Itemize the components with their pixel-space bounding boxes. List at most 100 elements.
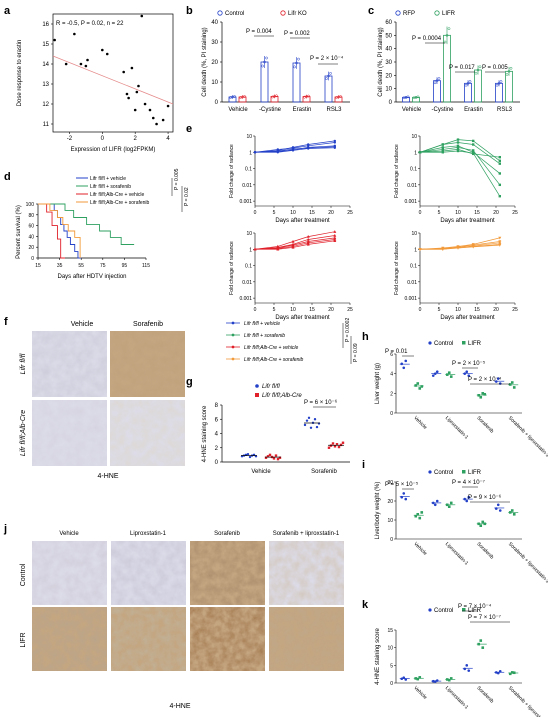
panel-d-ytick-label: 60 bbox=[28, 224, 34, 230]
panel-d-curves bbox=[38, 203, 135, 259]
panel-h-legend-lifr: LIFR bbox=[468, 341, 482, 347]
panel-b-bars bbox=[228, 56, 343, 103]
panel-h-point bbox=[483, 393, 487, 396]
panel-g-scatter: Lifr fl/fl Lifr fl/fl;Alb-Cre 0 2 4 6 8 Vehi… bbox=[202, 384, 350, 475]
panel-c-bar-lifr-2 bbox=[474, 69, 482, 103]
panel-b-pval-3: P = 2 × 10⁻⁴ bbox=[310, 55, 344, 62]
panel-e-legend: Lifr fl/fl + vehicle Lifr fl/fl + sorafen… bbox=[226, 321, 304, 363]
panel-k-point bbox=[418, 676, 422, 679]
panel-i-legend-lifr: LIFR bbox=[468, 470, 482, 476]
panel-k-point bbox=[481, 646, 485, 649]
panel-e-ytick-label: 0.01 bbox=[407, 183, 417, 189]
panel-a-point-3 bbox=[79, 62, 83, 66]
panel-c-replicate-point bbox=[478, 65, 482, 69]
panel-f-caption: 4-HNE bbox=[97, 473, 118, 480]
panel-d-survival: Lifr fl/fl + vehicle Lifr fl/fl + sorafen… bbox=[16, 168, 190, 280]
panel-d-y-ticks: 0 20 40 60 80 100 bbox=[26, 202, 38, 262]
panel-e-x-label: Days after treatment bbox=[275, 315, 330, 321]
panel-c-bars bbox=[402, 26, 513, 103]
panel-e-xtick-label: 20 bbox=[493, 307, 499, 313]
panel-b-category-2: Erastin bbox=[293, 107, 312, 113]
panel-i-point bbox=[420, 511, 424, 514]
panel-c-ytick-label: 30 bbox=[385, 60, 392, 66]
panel-j-col-0: Vehicle bbox=[59, 531, 79, 537]
panel-a-point-0 bbox=[53, 38, 56, 42]
panel-h-point bbox=[496, 377, 500, 380]
panel-j-img-texture bbox=[190, 607, 265, 671]
panel-a-point-21 bbox=[166, 104, 170, 108]
panel-label-k: k bbox=[362, 599, 369, 611]
panel-k-ytick-label: 5 bbox=[390, 663, 393, 669]
panel-a-point-2 bbox=[73, 32, 76, 36]
panel-g-legend-marker-2 bbox=[255, 393, 259, 397]
panel-a-xtick-label: 0 bbox=[101, 136, 105, 142]
panel-i-point bbox=[467, 495, 471, 499]
panel-c-category-2: Erastin bbox=[464, 107, 483, 113]
panel-b-bar-chart: Control Lifr KO 0 10 20 30 40 Vehicle -Cystin… bbox=[202, 10, 350, 113]
panel-label-j: j bbox=[3, 523, 7, 535]
panel-j-img-texture bbox=[111, 541, 186, 605]
panel-a-ytick-label: 13 bbox=[42, 82, 49, 88]
panel-h-pval-2: P = 2 × 10⁻⁴ bbox=[468, 376, 502, 383]
panel-e-point bbox=[472, 151, 475, 155]
panel-g-point bbox=[278, 456, 282, 459]
panel-i-ytick-label: 10 bbox=[387, 518, 393, 524]
panel-k-point bbox=[447, 678, 451, 682]
panel-h-category-2: Sorafenib bbox=[475, 415, 495, 435]
panel-k-ytick-label: 0 bbox=[390, 681, 393, 687]
panel-e-point bbox=[498, 243, 502, 247]
panel-i-category-1: Liproxstatin-1 bbox=[444, 541, 470, 567]
panel-g-point bbox=[274, 454, 278, 457]
panel-i-point bbox=[510, 509, 514, 512]
panel-g-point bbox=[313, 418, 317, 421]
panel-a-point-5 bbox=[86, 58, 89, 62]
panel-e-ytick-label: 1 bbox=[249, 150, 252, 156]
panel-c-ytick-label: 10 bbox=[385, 87, 392, 93]
panel-i-ytick-label: 30 bbox=[387, 480, 393, 486]
panel-c-replicate-point bbox=[495, 83, 499, 87]
panels-h-i-k: Control LIFR 0 2 4 6 Liver weight (g) Vehicle Li… bbox=[375, 341, 548, 717]
panel-b-ytick-label: 40 bbox=[211, 20, 218, 26]
panel-e-point bbox=[456, 149, 460, 153]
panel-g-point bbox=[341, 441, 345, 444]
panel-e-legend-marker-0 bbox=[231, 321, 235, 325]
panel-b-replicate-point bbox=[327, 74, 330, 78]
panel-e-xtick-label: 5 bbox=[438, 307, 441, 313]
panel-a-scatter: R = -0.5, P = 0.02, n = 22 -2 0 2 4 1112131… bbox=[17, 13, 174, 153]
panel-g-point bbox=[264, 456, 268, 459]
panel-e-point bbox=[306, 242, 310, 246]
panel-e-point bbox=[441, 151, 444, 154]
panel-b-ytick-label: 10 bbox=[211, 80, 218, 86]
panel-e-point bbox=[498, 155, 501, 159]
panel-a-xtick-label: 4 bbox=[166, 136, 170, 142]
panel-e-y-label: Fold change of radiance bbox=[394, 144, 400, 198]
panel-e-xtick-label: 20 bbox=[328, 210, 334, 216]
panel-label-c: c bbox=[368, 5, 374, 17]
panel-c-ytick-label: 0 bbox=[389, 100, 393, 106]
panel-a-xtick-label: 2 bbox=[134, 136, 138, 142]
panel-g-ytick-label: 4 bbox=[215, 432, 219, 438]
panel-b-category-0: Vehicle bbox=[228, 107, 248, 113]
panel-e-ytick-label: 0.01 bbox=[242, 183, 252, 189]
panel-e-point bbox=[456, 141, 460, 144]
panel-j-img-texture bbox=[269, 607, 344, 671]
panel-e-xtick-label: 0 bbox=[419, 210, 422, 216]
panel-k-category-3: Sorafenib + liproxstatin-1 bbox=[507, 685, 548, 717]
panel-g-point bbox=[268, 453, 272, 457]
panel-a-point-10 bbox=[127, 96, 130, 100]
panel-a-point-8 bbox=[122, 70, 125, 74]
panel-b-replicate-point bbox=[325, 77, 328, 80]
panel-j-row-1: Control bbox=[20, 563, 27, 586]
panel-c-replicate-point bbox=[505, 73, 509, 76]
panel-g-point bbox=[333, 445, 337, 448]
panel-b-legend-ko-marker bbox=[280, 10, 286, 16]
panel-i-legend-lifr-marker bbox=[462, 470, 466, 474]
panel-a-point-6 bbox=[101, 48, 104, 52]
panel-e-xtick-label: 0 bbox=[419, 307, 422, 313]
panel-e-point bbox=[306, 241, 310, 245]
panel-i-ytick-label: 20 bbox=[387, 499, 393, 505]
